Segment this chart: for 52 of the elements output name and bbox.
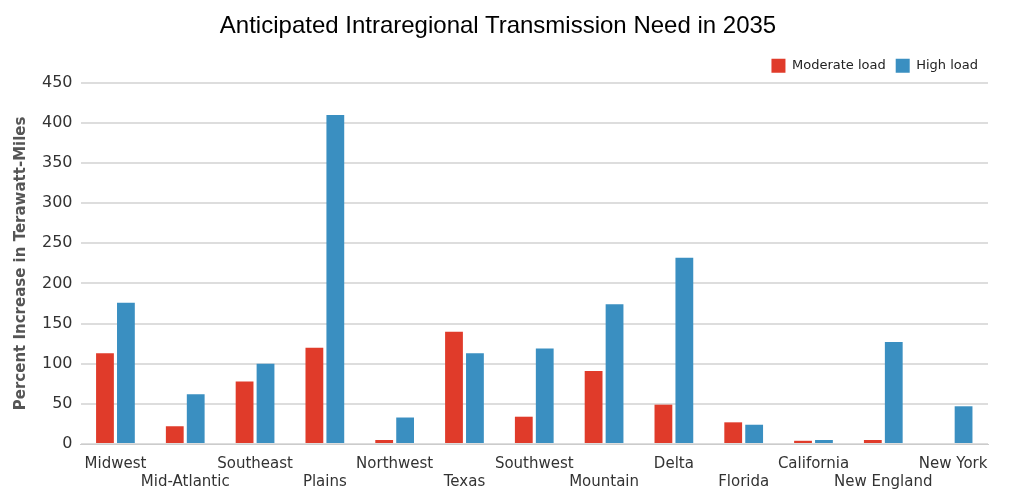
y-tick-label: 250 <box>41 232 73 252</box>
bar <box>654 404 673 443</box>
bar <box>235 381 254 443</box>
bar <box>396 417 415 443</box>
bar <box>186 394 205 443</box>
x-tick-label: California <box>777 453 850 472</box>
bar <box>605 304 624 443</box>
x-tick-label: New England <box>834 471 933 490</box>
bar <box>326 114 345 443</box>
bar <box>584 370 603 443</box>
x-tick-label: Southeast <box>217 453 294 472</box>
x-tick-label: Texas <box>442 471 486 490</box>
y-tick-label: 100 <box>41 352 73 372</box>
x-tick-label: Delta <box>653 453 694 472</box>
bar <box>256 363 275 443</box>
bar <box>466 353 484 443</box>
bar <box>375 439 394 443</box>
bar <box>305 347 324 443</box>
bar <box>863 439 882 443</box>
x-tick-label: Florida <box>718 471 770 490</box>
bar <box>514 416 533 443</box>
y-tick-label: 350 <box>41 152 73 172</box>
legend-label: Moderate load <box>791 57 886 73</box>
bar <box>535 348 554 443</box>
bar <box>96 353 114 443</box>
x-tick-label: Mid-Atlantic <box>140 471 230 490</box>
bar <box>724 422 743 443</box>
chart-title: Anticipated Intraregional Transmission Need in 2035 <box>219 11 777 39</box>
x-tick-label: Southwest <box>494 453 574 472</box>
x-tick-label: Midwest <box>84 453 147 472</box>
bar <box>794 440 812 443</box>
bar <box>815 439 833 443</box>
bar <box>675 257 694 443</box>
x-tick-label: Mountain <box>569 471 640 490</box>
bar <box>165 426 184 443</box>
bar <box>954 406 973 443</box>
bar <box>445 331 463 443</box>
y-axis-title: Percent Increase in Terawatt-Miles <box>10 116 29 411</box>
y-tick-label: 300 <box>41 192 73 212</box>
bar <box>884 342 903 443</box>
y-tick-label: 450 <box>41 71 73 91</box>
y-tick-label: 0 <box>62 433 73 453</box>
y-tick-label: 50 <box>52 393 73 413</box>
y-tick-label: 200 <box>41 272 73 292</box>
x-tick-label: Plains <box>302 471 347 490</box>
legend-label: High load <box>916 57 978 73</box>
bar <box>117 302 135 443</box>
x-tick-label: New York <box>918 453 988 472</box>
bar <box>745 424 764 443</box>
y-tick-label: 150 <box>41 312 73 332</box>
y-tick-label: 400 <box>41 112 73 132</box>
x-tick-label: Northwest <box>356 453 434 472</box>
